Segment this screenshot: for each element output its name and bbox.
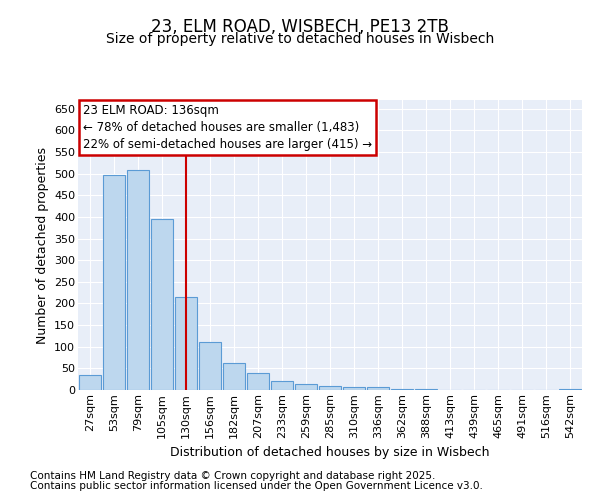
Bar	[127, 170, 149, 390]
Bar	[295, 384, 317, 390]
X-axis label: Distribution of detached houses by size in Wisbech: Distribution of detached houses by size …	[170, 446, 490, 459]
Bar	[319, 386, 341, 390]
Text: Size of property relative to detached houses in Wisbech: Size of property relative to detached ho…	[106, 32, 494, 46]
Bar	[415, 388, 437, 390]
Bar	[151, 219, 173, 390]
Bar	[559, 389, 581, 390]
Bar	[367, 386, 389, 390]
Bar	[175, 297, 197, 390]
Bar	[79, 375, 101, 390]
Bar	[199, 342, 221, 390]
Bar	[391, 388, 413, 390]
Text: Contains public sector information licensed under the Open Government Licence v3: Contains public sector information licen…	[30, 481, 483, 491]
Text: 23 ELM ROAD: 136sqm
← 78% of detached houses are smaller (1,483)
22% of semi-det: 23 ELM ROAD: 136sqm ← 78% of detached ho…	[83, 104, 372, 152]
Bar	[103, 175, 125, 390]
Text: Contains HM Land Registry data © Crown copyright and database right 2025.: Contains HM Land Registry data © Crown c…	[30, 471, 436, 481]
Bar	[223, 362, 245, 390]
Bar	[271, 382, 293, 390]
Text: 23, ELM ROAD, WISBECH, PE13 2TB: 23, ELM ROAD, WISBECH, PE13 2TB	[151, 18, 449, 36]
Bar	[343, 387, 365, 390]
Bar	[247, 372, 269, 390]
Y-axis label: Number of detached properties: Number of detached properties	[35, 146, 49, 344]
